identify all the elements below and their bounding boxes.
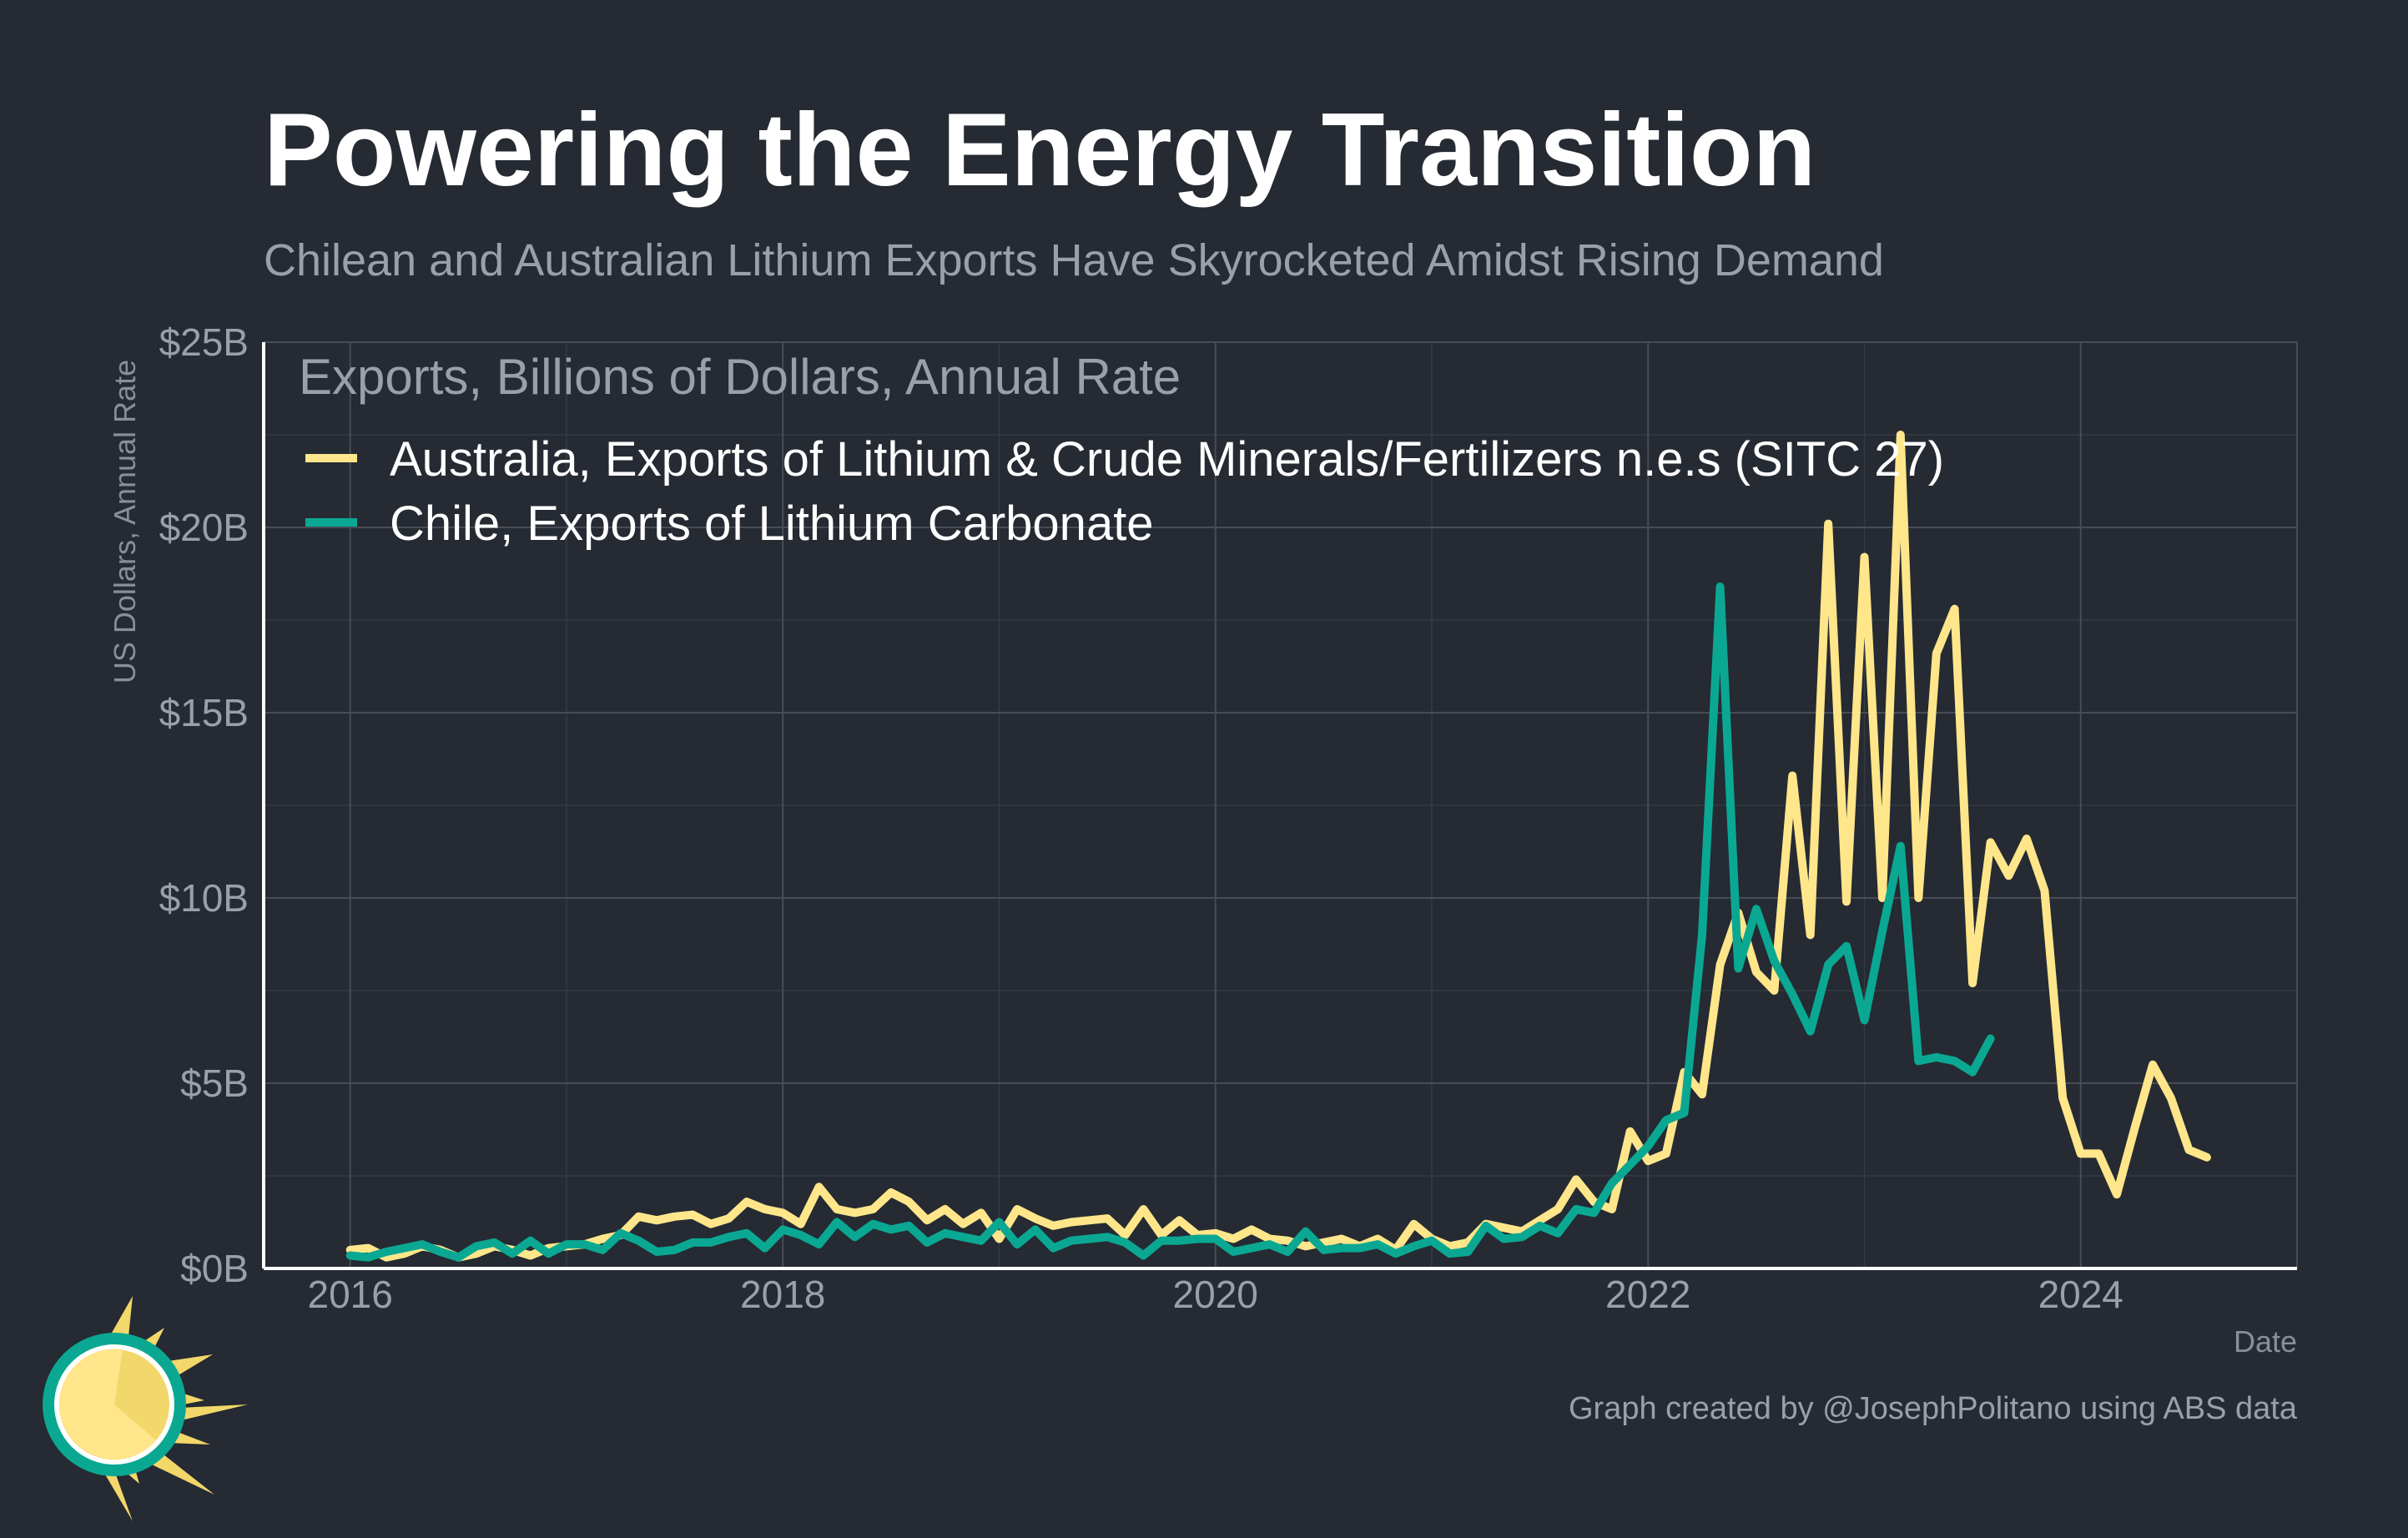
- legend-label-chile: Chile, Exports of Lithium Carbonate: [390, 497, 1154, 551]
- y-tick-label: $25B: [159, 320, 249, 364]
- series-line-australia: [345, 431, 2211, 1262]
- x-tick-label: 2024: [2038, 1273, 2123, 1316]
- chart-subtitle: Chilean and Australian Lithium Exports H…: [264, 235, 1884, 285]
- legend: Exports, Billions of Dollars, Annual Rat…: [299, 349, 1944, 551]
- series-layer: [345, 431, 2211, 1262]
- legend-item-chile: Chile, Exports of Lithium Carbonate: [305, 497, 1154, 551]
- legend-item-australia: Australia, Exports of Lithium & Crude Mi…: [305, 432, 1944, 487]
- legend-title: Exports, Billions of Dollars, Annual Rat…: [299, 349, 1181, 405]
- y-tick-label: $0B: [180, 1247, 249, 1290]
- x-tick-label: 2022: [1605, 1273, 1690, 1316]
- sun-icon: [43, 1296, 248, 1521]
- y-tick-label: $5B: [180, 1061, 249, 1105]
- y-tick-label: $15B: [159, 691, 249, 734]
- y-axis-title: US Dollars, Annual Rate: [108, 360, 142, 683]
- y-tick-labels: $0B $5B $10B $15B $20B $25B: [159, 320, 249, 1290]
- y-tick-label: $20B: [159, 506, 249, 549]
- legend-label-australia: Australia, Exports of Lithium & Crude Mi…: [390, 432, 1944, 487]
- y-tick-label: $10B: [159, 876, 249, 920]
- x-tick-label: 2018: [740, 1273, 825, 1316]
- chart-title: Powering the Energy Transition: [264, 93, 1816, 208]
- x-tick-label: 2016: [308, 1273, 393, 1316]
- x-axis-title: Date: [2234, 1324, 2297, 1359]
- credit-caption: Graph created by @JosephPolitano using A…: [1569, 1391, 2298, 1426]
- x-tick-labels: 2016 2018 2020 2022 2024: [308, 1273, 2123, 1316]
- x-tick-label: 2020: [1173, 1273, 1258, 1316]
- series-line-chile: [345, 582, 1995, 1262]
